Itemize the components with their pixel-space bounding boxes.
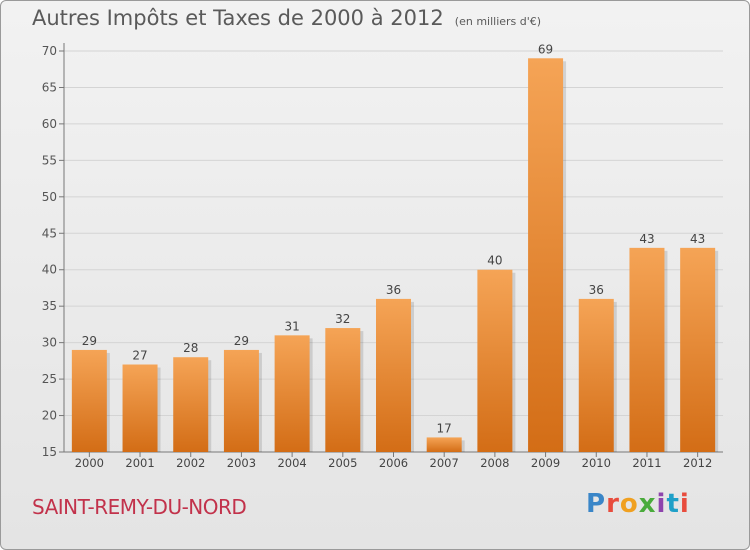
- x-tick-label: 2011: [632, 456, 661, 470]
- y-tick-label: 55: [42, 153, 57, 167]
- bar-value-label: 43: [639, 232, 654, 246]
- y-tick-label: 45: [42, 226, 57, 240]
- bar-value-label: 28: [183, 341, 198, 355]
- x-tick-label: 2004: [277, 456, 306, 470]
- bar-value-label: 43: [690, 232, 705, 246]
- x-tick-label: 2007: [430, 456, 459, 470]
- bar-value-label: 36: [386, 283, 401, 297]
- bar-value-label: 29: [82, 334, 97, 348]
- chart-title-block: Autres Impôts et Taxes de 2000 à 2012 (e…: [32, 6, 541, 30]
- y-tick-label: 50: [42, 190, 57, 204]
- bar-value-label: 17: [437, 421, 452, 435]
- y-tick-label: 25: [42, 372, 57, 386]
- bar: [223, 349, 259, 452]
- x-tick-label: 2003: [227, 456, 256, 470]
- brand-letter: x: [638, 489, 657, 519]
- brand-letter: t: [666, 489, 680, 519]
- bar-value-label: 31: [284, 319, 299, 333]
- x-tick-label: 2001: [125, 456, 154, 470]
- bar: [680, 247, 716, 452]
- brand-letter: P: [586, 489, 607, 519]
- bar-value-label: 40: [487, 254, 502, 268]
- bar-value-label: 32: [335, 312, 350, 326]
- brand-letter: i: [679, 489, 690, 519]
- y-tick-label: 60: [42, 117, 57, 131]
- bar: [477, 269, 513, 452]
- y-tick-label: 35: [42, 299, 57, 313]
- bar-value-label: 69: [538, 42, 553, 56]
- bar: [629, 247, 665, 452]
- chart-title: Autres Impôts et Taxes de 2000 à 2012: [32, 6, 444, 30]
- bar-value-label: 29: [234, 334, 249, 348]
- bar: [325, 328, 361, 452]
- bar: [71, 349, 107, 452]
- y-tick-label: 70: [42, 44, 57, 58]
- bar: [122, 364, 158, 452]
- bar: [274, 335, 310, 452]
- x-tick-label: 2000: [75, 456, 104, 470]
- data-labels: 29 2000 27 2001 28 2002 29 2003 31 2004 32 2005 36 20…: [75, 42, 713, 470]
- x-tick-label: 2008: [480, 456, 509, 470]
- brand-letter: i: [656, 489, 667, 519]
- x-tick-label: 2002: [176, 456, 205, 470]
- x-tick-label: 2005: [328, 456, 357, 470]
- bar: [426, 437, 462, 452]
- bar: [578, 298, 614, 452]
- x-tick-label: 2012: [683, 456, 712, 470]
- y-tick-label: 40: [42, 263, 57, 277]
- y-tick-label: 15: [42, 445, 57, 459]
- y-tick-label: 20: [42, 409, 57, 423]
- brand-letter: o: [619, 489, 639, 519]
- y-tick-label: 65: [42, 80, 57, 94]
- bar-value-label: 27: [132, 349, 147, 363]
- city-name: SAINT-REMY-DU-NORD: [32, 495, 247, 519]
- x-tick-label: 2010: [582, 456, 611, 470]
- bar-value-label: 36: [589, 283, 604, 297]
- x-tick-label: 2006: [379, 456, 408, 470]
- brand-letter: r: [606, 489, 620, 519]
- bar: [376, 298, 411, 452]
- bar: [173, 357, 209, 452]
- brand-logo[interactable]: Proxiti: [586, 489, 690, 519]
- bar: [528, 58, 564, 453]
- bars: [71, 58, 719, 453]
- y-tick-label: 30: [42, 336, 57, 350]
- chart-subtitle: (en milliers d'€): [454, 15, 542, 28]
- x-tick-label: 2009: [531, 456, 560, 470]
